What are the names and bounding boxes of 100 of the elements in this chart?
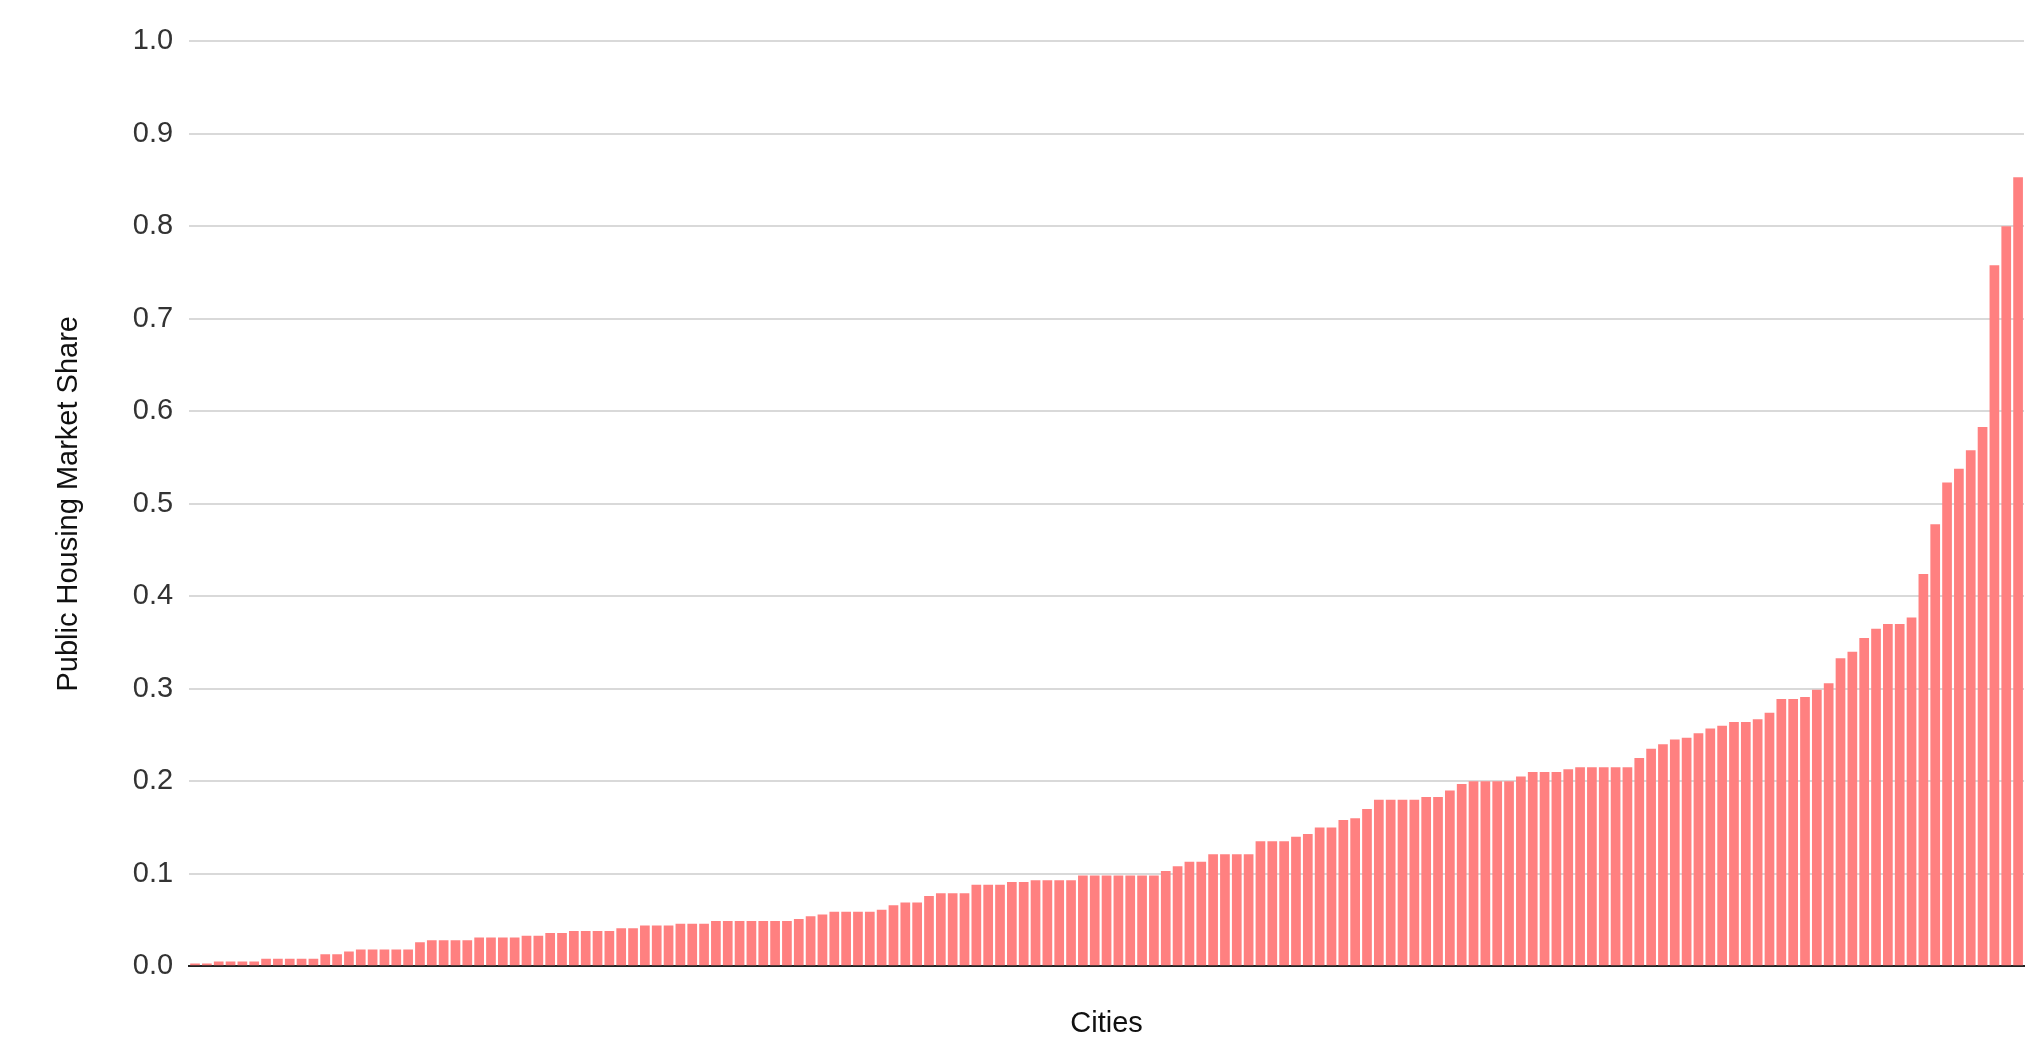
y-tick-label: 0.1	[132, 855, 174, 888]
bar	[971, 884, 982, 966]
bar	[1066, 880, 1076, 966]
bar	[1397, 799, 1408, 966]
bar	[273, 958, 283, 966]
bar	[284, 958, 295, 966]
bar	[1871, 628, 1881, 966]
bar	[900, 902, 911, 966]
bar	[1385, 799, 1396, 966]
bar	[1788, 698, 1799, 966]
bar	[675, 923, 686, 966]
bar	[1989, 265, 2000, 966]
bar	[533, 935, 544, 966]
y-tick-label: 0.5	[132, 485, 174, 518]
bar	[1835, 658, 1846, 966]
bar	[604, 931, 615, 966]
bar	[1764, 712, 1775, 966]
bar	[734, 920, 745, 966]
bar	[782, 920, 792, 966]
bar	[592, 931, 603, 966]
bar	[983, 884, 994, 966]
x-axis-title: Cities	[1070, 1005, 1143, 1038]
bar	[722, 920, 733, 966]
bar	[947, 893, 958, 966]
bar	[1504, 781, 1514, 966]
bar	[1705, 728, 1716, 966]
bar	[1409, 799, 1420, 966]
bar	[1480, 781, 1491, 966]
bar	[876, 909, 887, 966]
bar	[1089, 875, 1100, 966]
bar	[1658, 744, 1668, 966]
bar	[1291, 836, 1301, 966]
y-tick-label: 0.6	[132, 393, 174, 426]
bar	[1231, 854, 1242, 966]
bar	[462, 940, 473, 966]
bar	[486, 937, 496, 966]
bar	[888, 905, 899, 966]
y-axis-title: Public Housing Market Share	[51, 316, 84, 692]
bar	[509, 937, 520, 966]
bar	[1172, 866, 1183, 966]
bar	[415, 942, 425, 966]
bar	[1622, 767, 1633, 966]
bar	[1326, 827, 1337, 966]
bar	[332, 954, 342, 966]
bar	[1859, 637, 1870, 966]
bar	[1421, 796, 1432, 966]
bar	[355, 949, 366, 966]
bar	[853, 911, 863, 966]
bar	[1042, 880, 1053, 966]
bar	[959, 893, 970, 966]
bar	[1149, 875, 1159, 966]
bar	[1018, 882, 1029, 966]
bar	[1468, 781, 1479, 966]
y-tick-label: 0.7	[132, 300, 174, 333]
bar	[912, 902, 922, 966]
bar	[995, 884, 1005, 966]
bar	[474, 937, 484, 966]
bar	[1693, 733, 1704, 966]
y-tick-label: 0.4	[132, 578, 174, 611]
bar	[1527, 771, 1538, 966]
bar	[344, 951, 354, 966]
bar	[758, 920, 769, 966]
bar	[1563, 769, 1574, 966]
bar	[770, 920, 780, 966]
bar	[1930, 524, 1941, 966]
bar	[1433, 796, 1443, 966]
bar	[663, 925, 674, 966]
bar	[699, 923, 709, 966]
bar	[1373, 799, 1384, 966]
bar	[1575, 767, 1585, 966]
bar	[1740, 722, 1751, 966]
y-tick-label: 0.3	[132, 670, 174, 703]
bar	[651, 925, 662, 966]
bar	[924, 895, 934, 966]
bar	[1811, 689, 1822, 966]
bar	[1634, 758, 1645, 966]
bar	[1456, 784, 1467, 966]
y-tick-label: 0.0	[132, 948, 174, 981]
bar	[1587, 767, 1597, 966]
bar	[864, 911, 875, 966]
bar	[793, 919, 804, 966]
bar	[1551, 771, 1562, 966]
bar	[1007, 882, 1017, 966]
bar	[1516, 776, 1526, 966]
bar	[1208, 854, 1218, 966]
bar	[1220, 854, 1230, 966]
bar	[935, 893, 946, 966]
bar	[557, 932, 567, 966]
bar	[1646, 748, 1656, 966]
bar	[403, 949, 413, 966]
bar	[1445, 790, 1455, 966]
bar	[2001, 226, 2012, 966]
bar	[1717, 725, 1727, 966]
bar	[640, 925, 650, 966]
bar	[1800, 697, 1810, 966]
bar	[261, 958, 271, 966]
bar	[1610, 767, 1621, 966]
bar	[426, 940, 437, 966]
bar	[1338, 820, 1349, 966]
bar	[1113, 875, 1124, 966]
